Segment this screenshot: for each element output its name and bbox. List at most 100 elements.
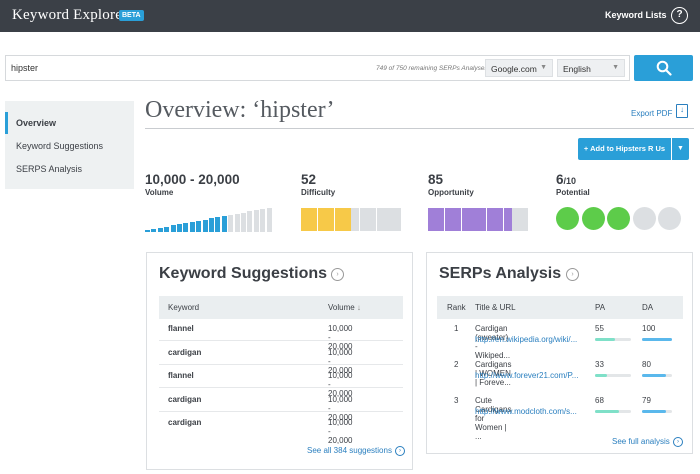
- arrow-right-icon[interactable]: ›: [395, 446, 405, 456]
- volume-bar: [151, 229, 157, 232]
- volume-bar: [228, 215, 234, 232]
- volume-bar: [234, 214, 240, 232]
- download-icon[interactable]: ↓: [676, 104, 688, 118]
- result-url-link[interactable]: http://www.forever21.com/P...: [475, 371, 579, 380]
- sidebar-item-overview[interactable]: Overview: [5, 112, 134, 134]
- search-input[interactable]: hipster: [11, 63, 39, 73]
- result-title[interactable]: Cute Cardigans for Women | ...: [475, 396, 512, 441]
- see-full-analysis-link[interactable]: See full analysis: [612, 437, 670, 446]
- keyword-cell[interactable]: cardigan: [168, 394, 202, 404]
- volume-bar: [215, 217, 221, 232]
- score-bar: [453, 208, 462, 231]
- keyword-suggestions-card: Keyword Suggestions › Keyword Volume ↓ f…: [146, 252, 413, 470]
- export-pdf-link[interactable]: Export PDF: [631, 109, 673, 118]
- volume-bar: [177, 224, 182, 232]
- sidebar-item-keyword-suggestions[interactable]: Keyword Suggestions: [16, 141, 104, 151]
- help-icon[interactable]: ?: [671, 7, 688, 24]
- table-header: Keyword Volume ↓: [159, 296, 403, 319]
- volume-bar: [189, 222, 195, 232]
- score-bar: [478, 208, 487, 231]
- difficulty-label: Difficulty: [301, 188, 336, 197]
- see-all-suggestions-link[interactable]: See all 384 suggestions: [307, 446, 392, 455]
- rank-cell: 1: [454, 324, 459, 333]
- info-icon[interactable]: ›: [566, 268, 579, 281]
- column-header-rank: Rank: [447, 303, 466, 312]
- pa-bar: [595, 410, 620, 413]
- volume-bar: [202, 220, 208, 232]
- score-bar: [503, 208, 512, 231]
- result-title[interactable]: Cardigan (sweater) - Wikiped...: [475, 324, 511, 360]
- table-header: Rank Title & URL PA DA: [437, 296, 683, 319]
- keyword-cell[interactable]: flannel: [168, 324, 194, 333]
- da-value: 79: [642, 396, 651, 405]
- score-bar: [376, 208, 385, 231]
- volume-bar: [260, 209, 266, 232]
- volume-bar: [253, 210, 259, 232]
- score-bar: [470, 208, 478, 231]
- da-bar: [642, 338, 672, 341]
- result-url-link[interactable]: http://www.modcloth.com/s...: [475, 407, 577, 416]
- volume-label: Volume: [145, 188, 174, 197]
- potential-circle: [632, 207, 656, 230]
- volume-bar: [145, 230, 150, 232]
- da-value: 80: [642, 360, 651, 369]
- volume-cell: 10,000 - 20,000: [328, 347, 353, 375]
- potential-circle: [607, 207, 630, 230]
- score-bar: [436, 208, 445, 231]
- keyword-cell[interactable]: flannel: [168, 371, 194, 380]
- volume-bar: [157, 228, 163, 232]
- sort-arrow-icon: ↓: [356, 303, 361, 312]
- engine-select-value: Google.com: [491, 64, 537, 74]
- rank-cell: 2: [454, 360, 459, 369]
- score-bar: [343, 208, 351, 231]
- rank-cell: 3: [454, 396, 459, 405]
- difficulty-value: 52: [301, 172, 317, 187]
- result-url-link[interactable]: http://en.wikipedia.org/wiki/...: [475, 335, 578, 344]
- chevron-down-icon: ▼: [540, 64, 547, 71]
- score-bar: [486, 208, 495, 231]
- score-bar: [326, 208, 335, 231]
- chevron-down-icon[interactable]: ▼: [672, 138, 689, 160]
- arrow-right-icon[interactable]: ›: [673, 437, 683, 447]
- volume-bar: [196, 221, 202, 232]
- score-bar: [393, 208, 402, 231]
- chevron-down-icon: ▼: [612, 64, 619, 71]
- volume-bar: [209, 218, 214, 232]
- pa-value: 33: [595, 360, 604, 369]
- score-bar: [495, 208, 504, 231]
- engine-select[interactable]: Google.com ▼: [485, 59, 553, 77]
- row-divider: [159, 387, 403, 388]
- keyword-lists-link[interactable]: Keyword Lists: [605, 10, 667, 20]
- column-header-title-url: Title & URL: [475, 303, 516, 312]
- volume-bar: [241, 213, 246, 232]
- score-bar: [520, 208, 529, 231]
- info-icon[interactable]: ›: [331, 268, 344, 281]
- keyword-cell[interactable]: cardigan: [168, 418, 202, 427]
- column-header-volume-label: Volume: [328, 303, 355, 312]
- score-bar: [309, 208, 318, 231]
- score-bar: [301, 208, 309, 231]
- score-bar: [444, 208, 453, 231]
- search-button[interactable]: [634, 55, 693, 81]
- volume-bars: [145, 204, 275, 232]
- column-header-pa: PA: [595, 303, 606, 312]
- sidebar-item-serps-analysis[interactable]: SERPS Analysis: [16, 164, 83, 174]
- add-to-list-button[interactable]: + Add to Hipsters R Us: [578, 138, 671, 160]
- app-title: Keyword Explorer: [12, 7, 128, 23]
- score-bar: [359, 208, 368, 231]
- potential-label: Potential: [556, 188, 590, 197]
- card-title: Keyword Suggestions: [159, 265, 328, 282]
- card-title: SERPs Analysis: [439, 265, 562, 282]
- divider: [145, 128, 694, 129]
- column-header-volume[interactable]: Volume ↓: [328, 303, 361, 312]
- score-bar: [385, 208, 393, 231]
- keyword-cell[interactable]: cardigan: [168, 347, 202, 357]
- row-divider: [159, 363, 403, 365]
- remaining-analyses: 749 of 750 remaining SERPs Analyses: [376, 65, 488, 72]
- potential-circle: [658, 207, 681, 230]
- potential-circle: [556, 207, 579, 230]
- page-title: Overview: ‘hipster’: [145, 97, 335, 123]
- result-title[interactable]: Cardigans | WOMEN | Foreve...: [475, 360, 512, 387]
- language-select[interactable]: English ▼: [557, 59, 625, 77]
- volume-cell: 10,000 - 20,000: [328, 394, 353, 422]
